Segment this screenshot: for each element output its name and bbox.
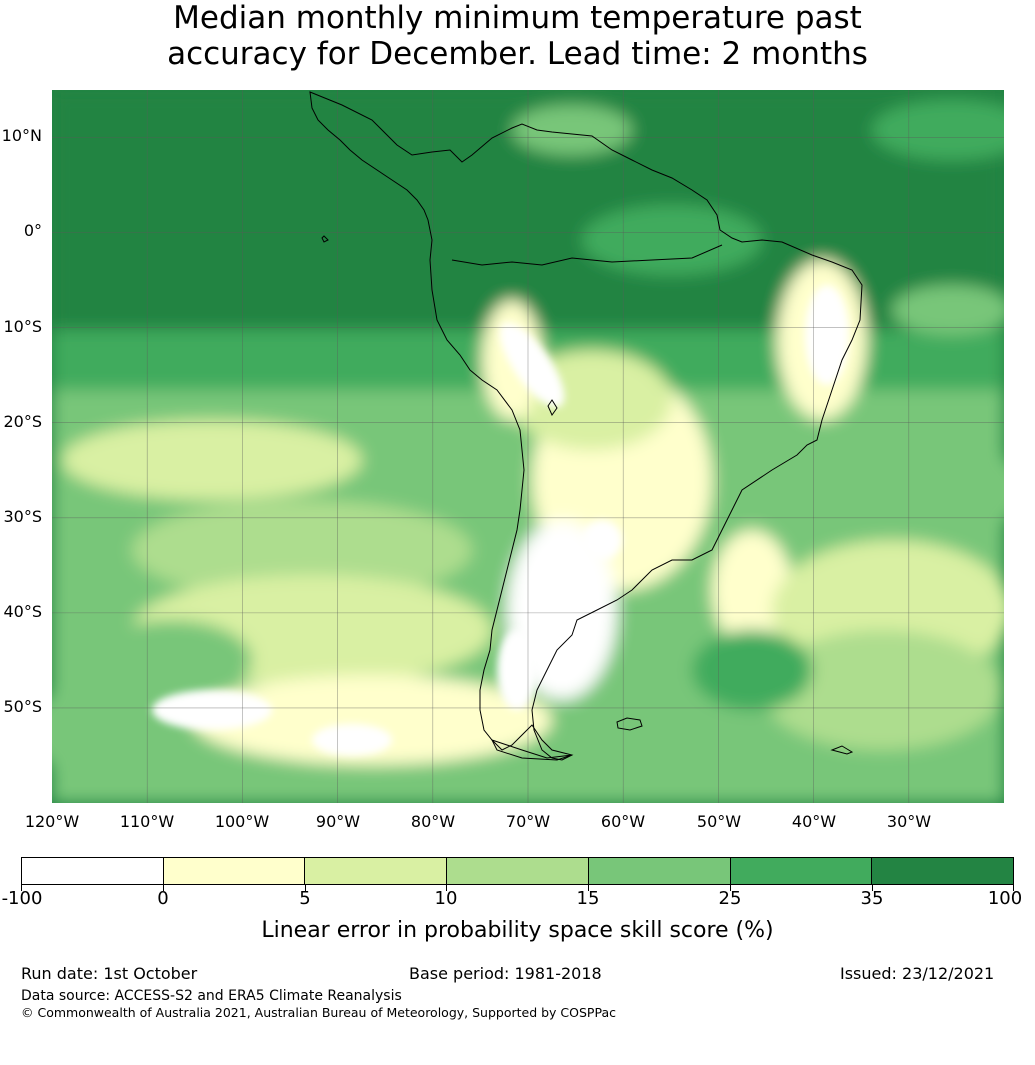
- coastline: [309, 91, 863, 761]
- skill-detail-2: [805, 285, 849, 385]
- skill-detail-4: [582, 520, 622, 560]
- colorbar-tick: [305, 885, 306, 891]
- lat-label-10s: 10°S: [3, 317, 42, 336]
- colorbar-tick: [1013, 885, 1014, 891]
- lon-label-70w: 70°W: [505, 812, 551, 831]
- lat-label-0: 0°: [23, 221, 42, 240]
- lon-label-120w: 120°W: [24, 812, 80, 831]
- title-line-1: Median monthly minimum temperature past: [173, 0, 862, 36]
- colorbar-tick: [872, 885, 873, 891]
- skill-patch-pacific-6: [52, 680, 152, 780]
- base-period: Base period: 1981-2018: [409, 964, 602, 983]
- copyright: © Commonwealth of Australia 2021, Austra…: [21, 1005, 616, 1020]
- skill-patch-pacific-2: [132, 500, 472, 600]
- colorbar-segment-7: [872, 858, 1014, 884]
- lon-label-30w: 30°W: [886, 812, 932, 831]
- lon-label-50w: 50°W: [696, 812, 742, 831]
- coastline-lake-titicaca: [547, 399, 558, 417]
- skill-patch-pacific-1: [62, 420, 362, 500]
- skill-patch-atlantic-1: [712, 530, 792, 650]
- lat-label-50s: 50°S: [3, 697, 42, 716]
- coastline-south-georgia: [830, 745, 854, 755]
- lon-label-110w: 110°W: [119, 812, 175, 831]
- colorbar-label-minus100: -100: [1, 888, 43, 909]
- colorbar-segment-2: [163, 858, 306, 884]
- colorbar-segment-6: [730, 858, 873, 884]
- lat-label-40s: 40°S: [3, 602, 42, 621]
- chart-title: Median monthly minimum temperature past …: [0, 0, 1035, 72]
- colorbar-segment-4: [447, 858, 589, 884]
- skill-detail-6: [312, 724, 392, 756]
- data-source: Data source: ACCESS-S2 and ERA5 Climate …: [21, 988, 402, 1004]
- lat-label-10n: 10°N: [1, 126, 42, 145]
- skill-patch-pacific-4: [192, 675, 552, 765]
- colorbar-label-0: 0: [157, 888, 169, 909]
- lon-label-40w: 40°W: [791, 812, 837, 831]
- run-date: Run date: 1st October: [21, 964, 198, 983]
- colorbar: [21, 857, 1014, 885]
- skill-score-map[interactable]: [52, 90, 1004, 803]
- skill-patch-atlantic-3: [762, 630, 1002, 750]
- skill-detail-5: [152, 690, 272, 730]
- skill-patch-north-2: [872, 100, 1004, 160]
- colorbar-tick: [730, 885, 731, 891]
- colorbar-label-25: 25: [718, 888, 742, 909]
- colorbar-label-35: 35: [860, 888, 884, 909]
- skill-patch-pacific-5: [92, 620, 252, 700]
- colorbar-label-100: 100: [987, 888, 1023, 909]
- colorbar-segment-1: [22, 858, 164, 884]
- colorbar-tick: [588, 885, 589, 891]
- colorbar-label-10: 10: [434, 888, 458, 909]
- title-line-2: accuracy for December. Lead time: 2 mont…: [167, 36, 868, 72]
- lon-label-100w: 100°W: [214, 812, 270, 831]
- skill-patch-atlantic-5: [942, 450, 1004, 530]
- skill-patch-north-1: [512, 105, 632, 155]
- skill-detail-3: [497, 630, 537, 710]
- skill-patch-atlantic-6: [892, 285, 1004, 335]
- skill-patch-north-3: [582, 205, 762, 275]
- colorbar-segment-3: [305, 858, 448, 884]
- coastline-amazon-river: [451, 244, 723, 266]
- coastline-falklands: [616, 717, 643, 731]
- colorbar-segment-5: [588, 858, 731, 884]
- lon-label-80w: 80°W: [410, 812, 456, 831]
- skill-patch-atlantic-4: [692, 630, 812, 710]
- colorbar-tick: [163, 885, 164, 891]
- issued-date: Issued: 23/12/2021: [840, 964, 995, 983]
- map-panel[interactable]: [52, 90, 1004, 803]
- colorbar-label-5: 5: [299, 888, 311, 909]
- colorbar-tick: [446, 885, 447, 891]
- colorbar-label-15: 15: [576, 888, 600, 909]
- colorbar-title: Linear error in probability space skill …: [261, 918, 774, 943]
- colorbar-tick: [21, 885, 22, 891]
- coastline-tierra-del-fuego: [491, 739, 573, 761]
- coastline-galapagos: [321, 235, 329, 243]
- gridlines: [52, 90, 1004, 803]
- lon-label-90w: 90°W: [315, 812, 361, 831]
- lat-label-30s: 30°S: [3, 507, 42, 526]
- lat-label-20s: 20°S: [3, 412, 42, 431]
- coastline-south-america: [309, 91, 863, 761]
- skill-detail-1: [499, 322, 565, 408]
- lon-label-60w: 60°W: [600, 812, 646, 831]
